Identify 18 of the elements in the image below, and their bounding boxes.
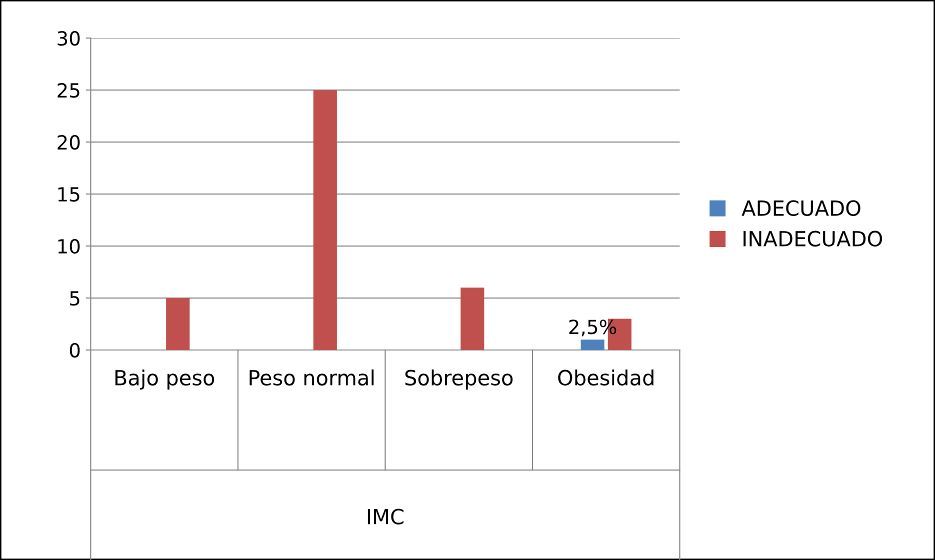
y-tick-label: 0: [70, 342, 80, 358]
bar: [580, 340, 604, 350]
text: IMC: [368, 508, 404, 524]
legend-label: ADECUADO: [742, 200, 860, 216]
y-tick-label: 30: [58, 31, 80, 46]
bar: [166, 298, 190, 350]
y-tick-label: 5: [70, 291, 80, 306]
bar: [460, 288, 484, 350]
y-tick-label: 20: [58, 135, 80, 150]
x-tick-label: Peso normal: [250, 369, 374, 386]
y-tick-label: 15: [58, 187, 80, 202]
bar: [313, 90, 337, 350]
legend-label: INADECUADO: [744, 230, 882, 247]
y-tick-label: 10: [58, 238, 80, 254]
x-tick-label: Bajo peso: [115, 369, 214, 390]
x-tick-label: Obesidad: [558, 369, 654, 386]
y-tick-label: 25: [58, 83, 80, 98]
x-tick-label: Sobrepeso: [405, 369, 513, 390]
